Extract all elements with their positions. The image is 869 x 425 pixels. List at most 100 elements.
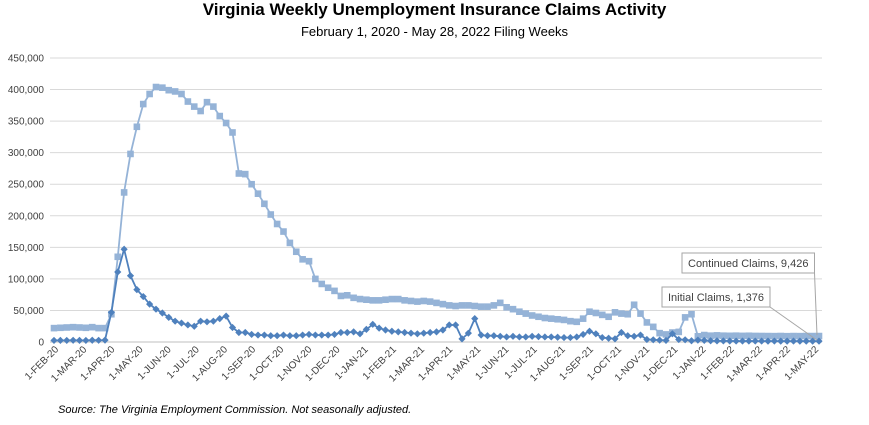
data-point [700,331,708,339]
data-point [209,317,217,325]
data-point [107,308,115,316]
data-point [190,322,198,330]
data-point [464,329,472,337]
data-point [726,332,734,340]
y-axis: 0 50,000 100,000 150,000 200,000 250,000 300,0… [8,54,45,349]
data-point [101,336,109,344]
data-point [656,336,664,344]
data-point [235,328,243,337]
data-point [579,330,587,339]
data-point [292,248,300,256]
data-point [56,336,64,344]
data-point [617,328,625,337]
data-point [707,332,714,339]
data-point [630,301,638,309]
data-point [286,332,294,340]
data-point [152,305,160,313]
data-point [630,332,638,340]
chart-subtitle: February 1, 2020 - May 28, 2022 Filing W… [300,24,569,39]
data-point [126,272,135,280]
data-point [681,336,689,344]
data-point [586,308,593,316]
data-point [662,331,670,338]
data-point [675,328,683,336]
y-tick-label: 150,000 [8,243,45,254]
data-point [547,315,555,322]
data-point [509,332,517,340]
data-point [458,302,466,309]
data-point [624,310,632,318]
data-point [369,320,377,328]
data-point [541,314,549,322]
data-point [471,315,479,323]
data-point [222,312,230,320]
data-point [528,332,536,340]
data-point [585,327,594,335]
data-point [688,310,695,318]
data-point [809,337,817,345]
data-point [305,257,313,265]
data-point [254,190,262,197]
data-point [318,331,326,339]
data-point [796,332,804,340]
data-point [388,295,396,303]
data-point [273,332,281,340]
data-point [707,337,715,345]
data-point [292,332,300,340]
data-point [184,321,192,329]
data-point [165,313,173,321]
data-point [407,297,415,305]
data-point [331,287,338,295]
data-point [611,335,619,343]
data-point [381,326,390,334]
data-point [656,329,663,337]
data-point [343,328,351,337]
data-point [783,337,791,345]
data-point [465,302,472,309]
data-point [764,332,772,340]
data-point [815,332,823,340]
data-point [369,297,377,304]
data-point [681,314,689,321]
data-point [261,200,268,208]
y-tick-label: 300,000 [8,148,45,159]
data-point [95,324,102,332]
data-point [700,336,708,345]
data-point [496,299,504,307]
data-point [452,321,460,329]
data-point [324,284,332,292]
data-point [662,336,670,345]
data-point [254,331,262,339]
data-point [483,332,492,340]
data-point [643,335,651,344]
data-point [554,333,562,341]
data-point [286,239,294,247]
data-point [414,298,421,305]
data-point [299,256,306,263]
data-point [114,253,122,261]
data-point [394,328,402,336]
data-point [777,337,785,345]
y-tick-label: 200,000 [8,211,45,222]
data-point [69,336,77,344]
callout-leader [814,272,818,336]
data-point [222,119,230,127]
callout-layer: Continued Claims, 9,426 Initial Claims, 1… [661,252,818,341]
data-point [177,319,186,327]
data-point [267,332,275,340]
series-continued [50,83,823,340]
data-point [318,280,326,288]
data-point [69,323,77,331]
data-point [732,337,740,345]
y-tick-label: 250,000 [8,180,45,191]
data-point [159,84,166,91]
data-point [101,324,109,332]
data-point [458,335,466,343]
data-point [228,323,237,332]
callout-box [661,286,771,308]
y-tick-label: 0 [38,338,44,349]
data-point [567,317,574,325]
data-point [598,333,606,342]
data-point [337,328,345,337]
